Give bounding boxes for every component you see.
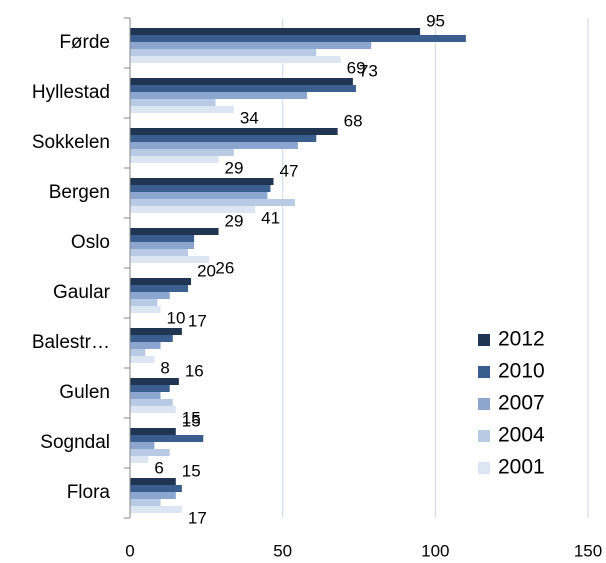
bar <box>130 206 256 213</box>
data-label: 20 <box>197 261 216 280</box>
bar <box>130 199 295 206</box>
data-label: 73 <box>359 61 378 80</box>
bar <box>130 285 189 292</box>
data-label: 16 <box>185 361 204 380</box>
bar <box>130 278 192 285</box>
bar <box>130 92 308 99</box>
bar <box>130 392 161 399</box>
x-tick-label: 0 <box>125 541 134 560</box>
bar <box>130 342 161 349</box>
bar <box>130 156 219 163</box>
bar <box>130 292 170 299</box>
data-label: 15 <box>182 408 201 427</box>
data-label: 69 <box>347 58 366 77</box>
bar <box>130 406 176 413</box>
bar <box>130 492 176 499</box>
bar <box>130 356 155 363</box>
legend-label: 2004 <box>498 424 545 447</box>
bar <box>130 399 173 406</box>
bar <box>130 385 170 392</box>
bar <box>130 478 176 485</box>
bar <box>130 228 219 235</box>
bar <box>130 456 149 463</box>
bar <box>130 56 341 63</box>
bar <box>130 185 271 192</box>
data-label: 29 <box>225 158 244 177</box>
y-tick-label: Sogndal <box>40 432 110 453</box>
data-label: 95 <box>426 11 445 30</box>
legend-swatch <box>478 430 490 442</box>
data-label: 8 <box>160 358 169 377</box>
legend-label: 2012 <box>498 328 545 351</box>
bar <box>130 299 158 306</box>
data-label: 41 <box>261 208 280 227</box>
x-tick-label: 100 <box>421 541 449 560</box>
bar <box>130 85 356 92</box>
bar <box>130 28 421 35</box>
data-label: 10 <box>167 308 186 327</box>
bar <box>130 485 182 492</box>
bar <box>130 128 338 135</box>
data-label: 29 <box>225 211 244 230</box>
data-label: 47 <box>280 161 299 180</box>
y-tick-label: Gaular <box>53 282 111 303</box>
bar <box>130 49 317 56</box>
legend-swatch <box>478 366 490 378</box>
bar <box>130 249 189 256</box>
bar <box>130 142 298 149</box>
data-label: 15 <box>182 411 201 430</box>
bar <box>130 42 372 49</box>
data-label: 15 <box>182 461 201 480</box>
legend-label: 2010 <box>498 360 545 383</box>
x-tick-label: 150 <box>574 541 602 560</box>
bar <box>130 435 204 442</box>
y-tick-label: Gulen <box>59 382 110 403</box>
y-tick-label: Oslo <box>71 232 110 253</box>
bar <box>130 499 161 506</box>
y-tick-label: Sokkelen <box>32 132 110 153</box>
data-label: 17 <box>188 508 207 527</box>
legend-swatch <box>478 462 490 474</box>
bar <box>130 192 268 199</box>
y-tick-label: Balestr… <box>32 332 110 353</box>
bar <box>130 35 466 42</box>
data-label: 34 <box>240 108 259 127</box>
bar <box>130 149 234 156</box>
bar <box>130 235 195 242</box>
legend-swatch <box>478 398 490 410</box>
bar <box>130 378 179 385</box>
bar <box>130 335 173 342</box>
x-tick-label: 50 <box>273 541 292 560</box>
bar <box>130 449 170 456</box>
bar <box>130 106 234 113</box>
legend-label: 2007 <box>498 392 545 415</box>
data-label: 6 <box>154 458 163 477</box>
bar <box>130 328 182 335</box>
data-label: 68 <box>344 111 363 130</box>
y-tick-label: Flora <box>67 482 111 503</box>
bar <box>130 99 216 106</box>
legend-label: 2001 <box>498 456 545 479</box>
data-label: 17 <box>188 311 207 330</box>
data-label: 26 <box>215 258 234 277</box>
bar <box>130 506 182 513</box>
bar <box>130 135 317 142</box>
bar <box>130 178 274 185</box>
y-tick-label: Bergen <box>49 182 110 203</box>
bar <box>130 242 195 249</box>
bar <box>130 428 176 435</box>
bar <box>130 306 161 313</box>
y-tick-label: Hyllestad <box>32 82 110 103</box>
bar <box>130 78 353 85</box>
y-tick-label: Førde <box>59 32 110 53</box>
legend-swatch <box>478 334 490 346</box>
bar <box>130 349 146 356</box>
bar <box>130 442 155 449</box>
bar <box>130 256 210 263</box>
